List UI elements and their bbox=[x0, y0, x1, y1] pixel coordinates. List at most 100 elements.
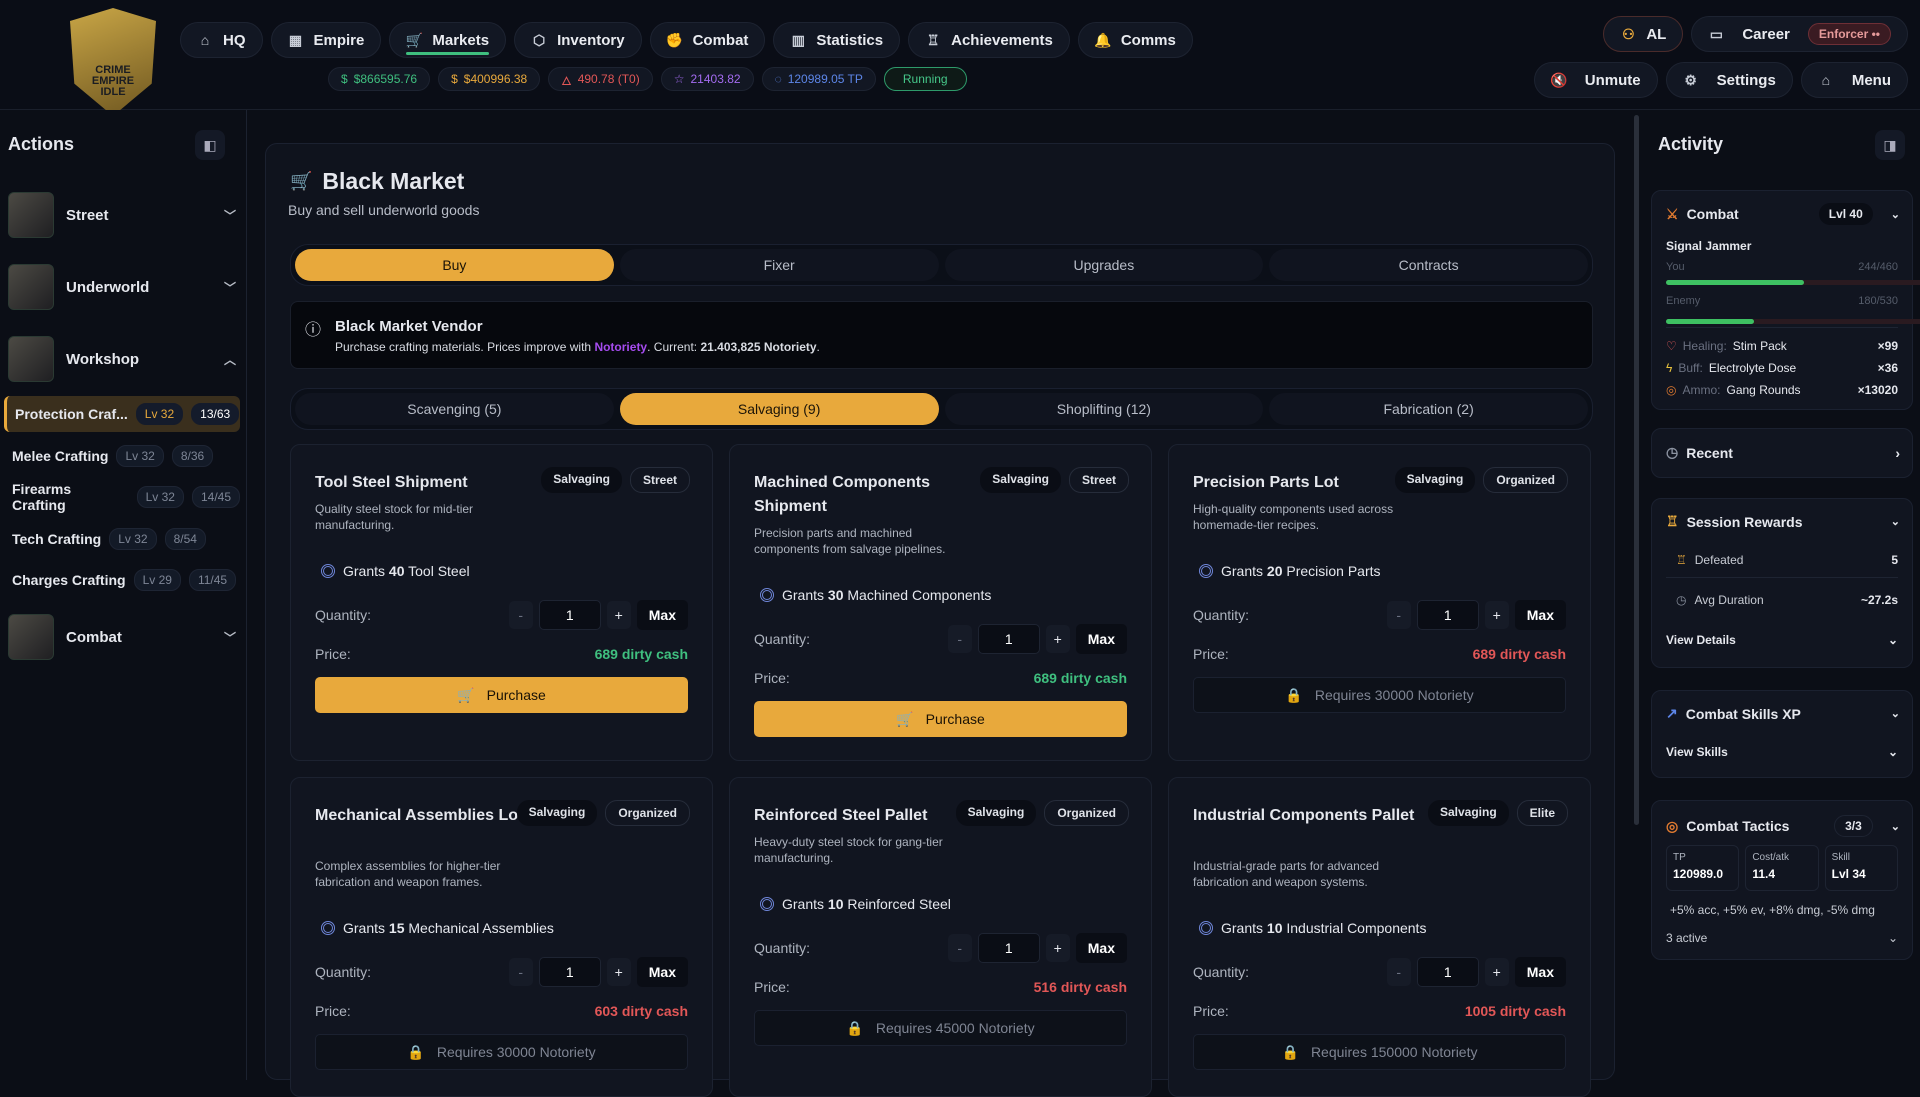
decrement-button[interactable]: - bbox=[947, 625, 972, 653]
unmute-button[interactable]: 🔇 Unmute bbox=[1533, 62, 1658, 98]
notoriety-link[interactable]: Notoriety bbox=[594, 340, 648, 354]
subtab-scavenging-5[interactable]: Scavenging (5) bbox=[295, 393, 614, 425]
increment-button[interactable]: + bbox=[1045, 934, 1070, 962]
tactics-effects: +5% acc, +5% ev, +8% dmg, -5% dmg bbox=[1670, 903, 1875, 917]
combat-tactics-card: ◎ Combat Tactics 3/3 ⌄ TP 120989.0 Cost/atk 11… bbox=[1651, 800, 1913, 960]
max-button[interactable]: Max bbox=[636, 957, 688, 987]
recent-card[interactable]: ◷ Recent › bbox=[1651, 428, 1913, 478]
max-button[interactable]: Max bbox=[1075, 933, 1127, 963]
sidebar-group-street[interactable]: Street ﹀ bbox=[8, 190, 236, 240]
street-icon bbox=[8, 192, 54, 238]
nav-statistics[interactable]: ▥ Statistics bbox=[773, 22, 901, 58]
purchase-button[interactable]: 🛒 Purchase bbox=[754, 701, 1127, 737]
increment-button[interactable]: + bbox=[606, 601, 631, 629]
increment-button[interactable]: + bbox=[1484, 601, 1509, 629]
purchase-button[interactable]: 🛒 Purchase bbox=[315, 677, 688, 713]
quantity-row: Quantity: -1 + Max bbox=[754, 624, 1127, 654]
chevron-down-icon[interactable]: ⌄ bbox=[1890, 516, 1900, 528]
increment-button[interactable]: + bbox=[606, 958, 631, 986]
chevron-down-icon[interactable]: ⌄ bbox=[1890, 820, 1900, 833]
career-button[interactable]: ▭ Career Enforcer •• bbox=[1691, 16, 1908, 52]
subtab-salvaging-9[interactable]: Salvaging (9) bbox=[619, 393, 939, 425]
price-row: Price: 689 dirty cash bbox=[1193, 646, 1566, 662]
sidebar-group-workshop[interactable]: Workshop ︿ bbox=[8, 334, 236, 384]
decrement-button[interactable]: - bbox=[1386, 958, 1411, 986]
sidebar-group-underworld[interactable]: Underworld ﹀ bbox=[8, 262, 236, 312]
profile-button[interactable]: ⚇ AL bbox=[1603, 16, 1684, 52]
price-row: Price: 516 dirty cash bbox=[754, 979, 1127, 995]
nav-comms[interactable]: 🔔 Comms bbox=[1077, 22, 1193, 58]
tab-buy[interactable]: Buy bbox=[295, 249, 614, 281]
consumable-row: ♡ Healing: Stim Pack ×99 bbox=[1666, 335, 1898, 357]
settings-button[interactable]: ⚙ Settings bbox=[1665, 62, 1793, 98]
nav-empire[interactable]: ▦ Empire bbox=[270, 22, 382, 58]
home-icon: ⌂ bbox=[1821, 72, 1831, 88]
sidebar-item-charges-crafting[interactable]: Charges Crafting Lv 29 11/45 bbox=[4, 562, 240, 598]
menu-button[interactable]: ⌂ Menu bbox=[1800, 62, 1908, 98]
collapse-sidebar-button[interactable]: ◧ bbox=[195, 130, 225, 160]
decrement-button[interactable]: - bbox=[947, 934, 972, 962]
sidebar-item-tech-crafting[interactable]: Tech Crafting Lv 32 8/54 bbox=[4, 521, 240, 557]
main-scrollbar[interactable] bbox=[1634, 115, 1639, 825]
nav-achievements[interactable]: ♖ Achievements bbox=[908, 22, 1070, 58]
quantity-input[interactable]: 1 bbox=[538, 957, 601, 987]
button-label: Requires 30000 Notoriety bbox=[1314, 687, 1474, 703]
resource-icon: ◌ bbox=[774, 72, 782, 86]
price-row: Price: 1005 dirty cash bbox=[1193, 1003, 1566, 1019]
quantity-input[interactable]: 1 bbox=[1416, 957, 1479, 987]
locked-button[interactable]: 🔒 Requires 150000 Notoriety bbox=[1193, 1034, 1566, 1070]
sidebar-group-combat[interactable]: Combat ﹀ bbox=[8, 612, 236, 662]
nav-inventory[interactable]: ⬡ Inventory bbox=[514, 22, 642, 58]
increment-button[interactable]: + bbox=[1045, 625, 1070, 653]
max-button[interactable]: Max bbox=[1075, 624, 1127, 654]
subtab-shoplifting-12[interactable]: Shoplifting (12) bbox=[944, 393, 1264, 425]
increment-button[interactable]: + bbox=[1484, 958, 1509, 986]
progress-badge: 13/63 bbox=[191, 403, 240, 425]
info-icon: ⓘ bbox=[305, 322, 322, 339]
grant-info: Grants 15 Mechanical Assemblies bbox=[321, 920, 554, 936]
nav-combat[interactable]: ✊ Combat bbox=[649, 22, 766, 58]
quantity-input[interactable]: 1 bbox=[538, 600, 601, 630]
nav-hq[interactable]: ⌂ HQ bbox=[180, 22, 263, 58]
stat-label: Skill bbox=[1831, 852, 1850, 863]
stat-label: Cost/atk bbox=[1752, 852, 1790, 863]
decrement-button[interactable]: - bbox=[508, 601, 533, 629]
tab-upgrades[interactable]: Upgrades bbox=[944, 249, 1264, 281]
max-button[interactable]: Max bbox=[636, 600, 688, 630]
locked-button[interactable]: 🔒 Requires 30000 Notoriety bbox=[315, 1034, 688, 1070]
chevron-down-icon[interactable]: ⌄ bbox=[1890, 708, 1900, 720]
group-label: Underworld bbox=[66, 278, 150, 296]
collapse-activity-button[interactable]: ◨ bbox=[1875, 130, 1905, 160]
tab-fixer[interactable]: Fixer bbox=[619, 249, 939, 281]
sidebar-item-firearms-crafting[interactable]: Firearms Crafting Lv 32 14/45 bbox=[4, 479, 240, 515]
item-card: Tool Steel Shipment Salvaging Street Qualit… bbox=[290, 444, 713, 761]
tag-organized: Organized bbox=[605, 800, 690, 826]
subtab-fabrication-2[interactable]: Fabrication (2) bbox=[1269, 393, 1588, 425]
quantity-input[interactable]: 1 bbox=[977, 624, 1040, 654]
tab-contracts[interactable]: Contracts bbox=[1269, 249, 1588, 281]
decrement-button[interactable]: - bbox=[508, 958, 533, 986]
sidebar-item-protection-craf[interactable]: Protection Craf... Lv 32 13/63 bbox=[4, 396, 240, 432]
quantity-input[interactable]: 1 bbox=[1416, 600, 1479, 630]
active-tactics-toggle[interactable]: 3 active ⌄ bbox=[1666, 931, 1898, 945]
item-card: Machined Components Shipment Salvaging Str… bbox=[729, 444, 1152, 761]
activity-title: Activity bbox=[1658, 134, 1724, 154]
sidebar-item-melee-crafting[interactable]: Melee Crafting Lv 32 8/36 bbox=[4, 438, 240, 474]
quantity-input[interactable]: 1 bbox=[977, 933, 1040, 963]
actions-sidebar: Actions ◧ Street ﹀ Underworld ﹀ Workshop ︿ Com… bbox=[0, 110, 247, 1080]
item-tags: Salvaging Street bbox=[541, 467, 690, 493]
nav-markets[interactable]: 🛒 Markets bbox=[389, 22, 507, 58]
item-title: Industrial Components Pallet bbox=[1193, 807, 1415, 824]
max-button[interactable]: Max bbox=[1514, 957, 1566, 987]
nav-label: Empire bbox=[313, 31, 365, 49]
view-details-button[interactable]: View Details ⌄ bbox=[1666, 633, 1898, 647]
price-label: Price: bbox=[315, 646, 351, 662]
view-skills-button[interactable]: View Skills ⌄ bbox=[1666, 745, 1898, 759]
max-button[interactable]: Max bbox=[1514, 600, 1566, 630]
chevron-down-icon[interactable]: ⌄ bbox=[1890, 208, 1900, 221]
clock-icon: ◷ bbox=[1666, 444, 1679, 460]
locked-button[interactable]: 🔒 Requires 45000 Notoriety bbox=[754, 1010, 1127, 1046]
locked-button[interactable]: 🔒 Requires 30000 Notoriety bbox=[1193, 677, 1566, 713]
game-logo[interactable]: CRIME EMPIRE IDLE bbox=[70, 8, 156, 116]
decrement-button[interactable]: - bbox=[1386, 601, 1411, 629]
